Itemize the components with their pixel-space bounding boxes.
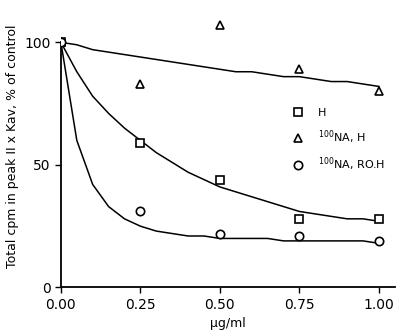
X-axis label: μg/ml: μg/ml <box>210 318 246 330</box>
Y-axis label: Total cpm in peak II x Kav, % of control: Total cpm in peak II x Kav, % of control <box>6 25 18 268</box>
Legend: H, $^{100}$NA, H, $^{100}$NA, RO.H: H, $^{100}$NA, H, $^{100}$NA, RO.H <box>282 104 389 178</box>
